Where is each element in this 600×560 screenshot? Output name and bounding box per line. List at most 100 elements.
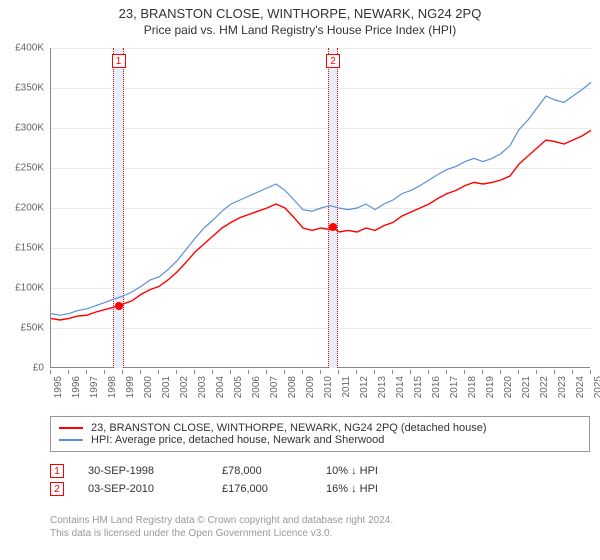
x-tick-label: 2021 xyxy=(521,376,532,398)
x-tick-mark xyxy=(464,370,465,374)
x-tick-label: 2009 xyxy=(305,376,316,398)
y-tick-label: £400K xyxy=(0,43,44,54)
sales-row-price: £78,000 xyxy=(222,465,302,477)
legend-label: 23, BRANSTON CLOSE, WINTHORPE, NEWARK, N… xyxy=(91,422,487,434)
x-tick-label: 2019 xyxy=(485,376,496,398)
x-tick-label: 1999 xyxy=(125,376,136,398)
x-tick-mark xyxy=(338,370,339,374)
chart-svg xyxy=(51,48,591,368)
x-tick-mark xyxy=(320,370,321,374)
x-tick-mark xyxy=(428,370,429,374)
sales-row-date: 30-SEP-1998 xyxy=(88,465,198,477)
x-tick-label: 1998 xyxy=(107,376,118,398)
legend-label: HPI: Average price, detached house, Newa… xyxy=(91,434,384,446)
sales-row-number: 1 xyxy=(50,464,64,478)
legend-swatch xyxy=(59,439,83,441)
x-tick-label: 2007 xyxy=(269,376,280,398)
x-tick-label: 2006 xyxy=(251,376,262,398)
x-tick-mark xyxy=(374,370,375,374)
x-tick-mark xyxy=(122,370,123,374)
x-tick-label: 2020 xyxy=(503,376,514,398)
x-tick-mark xyxy=(104,370,105,374)
x-tick-mark xyxy=(446,370,447,374)
x-tick-mark xyxy=(554,370,555,374)
x-tick-mark xyxy=(572,370,573,374)
chart-title: 23, BRANSTON CLOSE, WINTHORPE, NEWARK, N… xyxy=(0,6,600,21)
chart-container: 23, BRANSTON CLOSE, WINTHORPE, NEWARK, N… xyxy=(0,0,600,560)
x-tick-label: 2015 xyxy=(413,376,424,398)
titles-block: 23, BRANSTON CLOSE, WINTHORPE, NEWARK, N… xyxy=(0,0,600,41)
x-tick-label: 2010 xyxy=(323,376,334,398)
x-tick-mark xyxy=(230,370,231,374)
x-tick-label: 2002 xyxy=(179,376,190,398)
legend-row: 23, BRANSTON CLOSE, WINTHORPE, NEWARK, N… xyxy=(59,422,581,434)
x-tick-label: 2016 xyxy=(431,376,442,398)
x-tick-label: 2014 xyxy=(395,376,406,398)
sales-row-price: £176,000 xyxy=(222,483,302,495)
x-tick-mark xyxy=(176,370,177,374)
x-tick-label: 2018 xyxy=(467,376,478,398)
sales-table-row: 203-SEP-2010£176,00016% ↓ HPI xyxy=(50,482,590,496)
y-tick-label: £200K xyxy=(0,203,44,214)
x-tick-mark xyxy=(266,370,267,374)
x-tick-label: 2017 xyxy=(449,376,460,398)
x-tick-label: 2001 xyxy=(161,376,172,398)
x-tick-label: 2000 xyxy=(143,376,154,398)
x-tick-label: 2005 xyxy=(233,376,244,398)
x-tick-mark xyxy=(392,370,393,374)
sales-table: 130-SEP-1998£78,00010% ↓ HPI203-SEP-2010… xyxy=(50,464,590,500)
x-tick-label: 2008 xyxy=(287,376,298,398)
legend-swatch xyxy=(59,427,83,429)
sale-point xyxy=(115,302,123,310)
y-tick-label: £100K xyxy=(0,283,44,294)
y-tick-label: £250K xyxy=(0,163,44,174)
x-tick-mark xyxy=(194,370,195,374)
footer-credits: Contains HM Land Registry data © Crown c… xyxy=(50,514,590,540)
x-tick-label: 2023 xyxy=(557,376,568,398)
legend-row: HPI: Average price, detached house, Newa… xyxy=(59,434,581,446)
x-tick-label: 2012 xyxy=(359,376,370,398)
x-tick-mark xyxy=(86,370,87,374)
sale-point xyxy=(329,223,337,231)
plot-wrap: 12 xyxy=(50,48,590,368)
y-tick-label: £0 xyxy=(0,363,44,374)
sales-table-row: 1 30-SEP-1998 £78,000 10% ↓ HPI xyxy=(50,464,590,478)
sale-marker-number: 2 xyxy=(326,54,340,68)
x-tick-label: 1996 xyxy=(71,376,82,398)
x-tick-label: 2004 xyxy=(215,376,226,398)
x-tick-mark xyxy=(518,370,519,374)
x-tick-label: 2025 xyxy=(593,376,600,398)
footer-line-2: This data is licensed under the Open Gov… xyxy=(50,527,590,540)
y-tick-label: £350K xyxy=(0,83,44,94)
y-tick-label: £150K xyxy=(0,243,44,254)
y-tick-label: £300K xyxy=(0,123,44,134)
x-tick-label: 2022 xyxy=(539,376,550,398)
sales-row-diff: 10% ↓ HPI xyxy=(326,465,378,477)
x-tick-mark xyxy=(410,370,411,374)
x-tick-label: 2024 xyxy=(575,376,586,398)
x-tick-mark xyxy=(500,370,501,374)
x-tick-mark xyxy=(536,370,537,374)
x-tick-mark xyxy=(356,370,357,374)
legend: 23, BRANSTON CLOSE, WINTHORPE, NEWARK, N… xyxy=(50,416,590,452)
x-tick-label: 2003 xyxy=(197,376,208,398)
hpi-line xyxy=(51,82,591,315)
plot-area: 12 xyxy=(50,48,590,368)
x-tick-label: 2011 xyxy=(341,376,352,398)
x-axis: 1995 1996 1997 1998 1999 2000 2001 2002 2003 2004… xyxy=(50,370,590,410)
sales-row-diff: 16% ↓ HPI xyxy=(326,483,378,495)
x-tick-mark xyxy=(248,370,249,374)
sale-marker-number: 1 xyxy=(112,54,126,68)
x-tick-label: 1997 xyxy=(89,376,100,398)
sales-row-number: 2 xyxy=(50,482,64,496)
x-tick-label: 1995 xyxy=(53,376,64,398)
x-tick-mark xyxy=(50,370,51,374)
footer-line-1: Contains HM Land Registry data © Crown c… xyxy=(50,514,590,527)
x-tick-mark xyxy=(212,370,213,374)
y-axis: £0£50K£100K£150K£200K£250K£300K£350K£400… xyxy=(0,48,48,368)
x-tick-mark xyxy=(284,370,285,374)
x-tick-label: 2013 xyxy=(377,376,388,398)
x-tick-mark xyxy=(590,370,591,374)
x-tick-mark xyxy=(140,370,141,374)
x-tick-mark xyxy=(482,370,483,374)
